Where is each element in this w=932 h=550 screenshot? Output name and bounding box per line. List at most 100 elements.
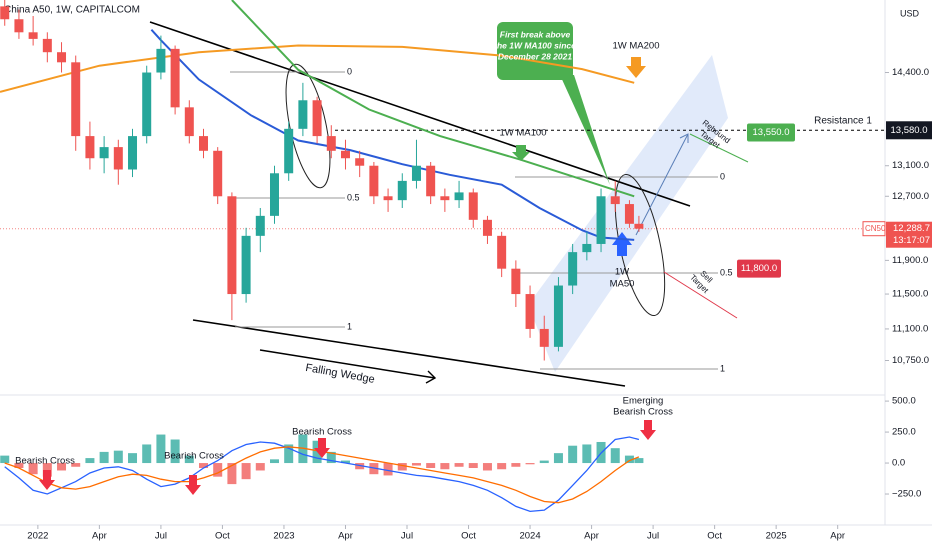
callout-pointer	[560, 75, 610, 185]
histogram-bar	[312, 440, 322, 464]
candle-body	[284, 128, 294, 174]
histogram-bar	[199, 463, 209, 469]
price-label-box	[737, 259, 781, 278]
histogram-bar	[397, 463, 407, 471]
candle-body	[184, 107, 194, 137]
histogram-bar	[568, 445, 578, 464]
annotation: Bearish Cross	[15, 456, 75, 467]
histogram-bar	[71, 463, 81, 467]
currency: USD	[900, 8, 920, 18]
wedge-bottom	[192, 319, 626, 387]
annotation: the 1W MA100 since	[494, 40, 576, 50]
candle-body	[553, 285, 563, 347]
y-tick-label: 11,500.0	[892, 289, 928, 300]
y-tick-label: 11,900.0	[892, 255, 928, 266]
candle-body	[255, 215, 265, 236]
histogram-bar	[440, 463, 450, 470]
x-tick-label: 2022	[27, 531, 48, 542]
x-tick-label: Apr	[338, 531, 353, 542]
candle-body	[142, 72, 152, 137]
wedge-arrow	[259, 349, 436, 379]
histogram-bar	[170, 439, 180, 464]
histogram-bar	[113, 450, 123, 464]
x-tick-label: Oct	[461, 531, 476, 542]
candle-body	[511, 268, 521, 295]
histogram-bar	[582, 444, 592, 464]
y-tick-label: 250.0	[892, 427, 916, 438]
candle-body	[582, 243, 592, 253]
x-tick-label: Jul	[647, 531, 659, 542]
histogram-bar	[213, 463, 223, 477]
symbol-tag	[862, 221, 886, 237]
candle-body	[42, 38, 52, 53]
annotation: 1W MA200	[613, 41, 660, 52]
histogram-bar	[426, 463, 436, 469]
histogram-bar	[326, 451, 336, 464]
annotation: First break above	[500, 29, 571, 39]
histogram-bar	[14, 463, 24, 469]
sell-line	[663, 271, 738, 319]
histogram-bar	[624, 455, 634, 464]
y-tick-label: 500.0	[892, 396, 916, 407]
fib-label: 0	[347, 66, 352, 76]
histogram-bar	[634, 458, 644, 464]
price-label: 13,580.0	[891, 125, 928, 136]
histogram-bar	[511, 463, 521, 467]
histogram-bar	[269, 459, 279, 464]
x-tick-label: Oct	[707, 531, 722, 542]
chart-title: China A50, 1W, CAPITALCOM	[4, 5, 140, 16]
x-tick-label: Apr	[92, 531, 107, 542]
candle-body	[624, 204, 634, 224]
candle-body	[199, 136, 209, 151]
line	[231, 0, 635, 198]
histogram-bar	[99, 451, 109, 464]
candle-body	[497, 235, 507, 269]
price-tag	[886, 221, 932, 248]
candle-body	[156, 48, 166, 73]
candle-body	[128, 136, 138, 170]
wedge-top	[149, 21, 691, 207]
ma100-arrow	[512, 145, 530, 161]
candle-body	[568, 252, 578, 286]
cross-arrow	[314, 438, 330, 458]
candle-body	[411, 165, 421, 181]
price-label: 13,550.0	[753, 127, 790, 138]
candle-body	[28, 32, 38, 39]
line	[0, 44, 635, 93]
x-tick-label: 2025	[766, 531, 787, 542]
candle-body	[298, 100, 308, 129]
cross-arrow	[185, 475, 201, 495]
histogram-bar	[57, 463, 67, 471]
candle-body	[170, 48, 180, 108]
x-tick-label: Apr	[830, 531, 845, 542]
cross-arrow	[39, 470, 55, 490]
candle-body	[610, 196, 620, 205]
fib-label: 0.5	[720, 267, 733, 277]
candle-body	[525, 294, 535, 329]
arrow-head	[425, 370, 437, 384]
x-tick-label: 2024	[519, 531, 540, 542]
histogram-bar	[482, 463, 492, 471]
x-tick-label: Apr	[584, 531, 599, 542]
histogram-bar	[241, 463, 251, 480]
countdown: 13:17:07	[893, 235, 930, 246]
annotation: Bearish Cross	[613, 407, 673, 418]
candle-body	[269, 173, 279, 216]
candle-body	[634, 223, 644, 229]
cross-arrow	[640, 420, 656, 440]
candle-body	[326, 136, 336, 151]
candle-body	[383, 196, 393, 201]
annotation: Bearish Cross	[164, 451, 224, 462]
candle-body	[596, 196, 606, 244]
histogram-bar	[553, 453, 563, 464]
fib-label: 1	[347, 321, 352, 331]
histogram-bar	[411, 463, 421, 466]
histogram-bar	[284, 444, 294, 464]
annotation: 1W	[615, 267, 629, 278]
annotation: Bearish Cross	[292, 427, 352, 438]
candle-body	[340, 150, 350, 159]
histogram-bar	[184, 455, 194, 464]
rebound-arrow	[635, 133, 689, 236]
candle-body	[241, 235, 251, 295]
